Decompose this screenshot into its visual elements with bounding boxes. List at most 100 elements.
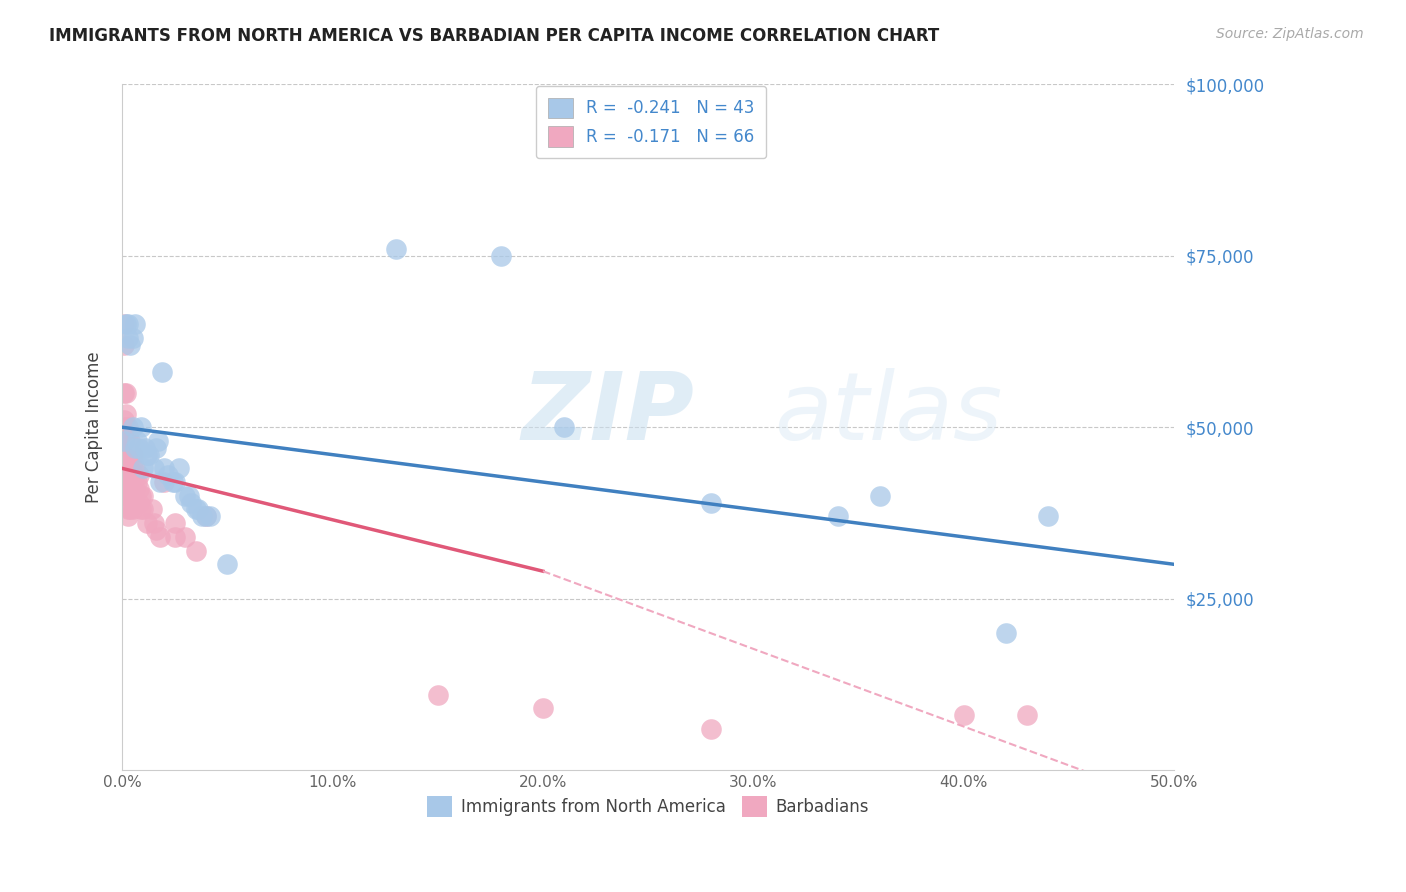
Point — [174, 489, 197, 503]
Point — [117, 489, 139, 503]
Point — [553, 420, 575, 434]
Point — [112, 386, 135, 401]
Point — [112, 338, 135, 352]
Point — [146, 434, 169, 448]
Point — [125, 434, 148, 448]
Point — [124, 318, 146, 332]
Point — [153, 461, 176, 475]
Point — [994, 626, 1017, 640]
Point — [384, 242, 406, 256]
Point — [124, 468, 146, 483]
Point — [120, 338, 142, 352]
Point — [531, 701, 554, 715]
Point — [132, 461, 155, 475]
Point — [112, 448, 135, 462]
Point — [128, 482, 150, 496]
Point — [117, 331, 139, 345]
Point — [121, 331, 143, 345]
Point — [142, 461, 165, 475]
Point — [136, 448, 159, 462]
Point — [115, 407, 138, 421]
Point — [121, 448, 143, 462]
Point — [121, 420, 143, 434]
Point — [115, 454, 138, 468]
Point — [121, 482, 143, 496]
Point — [869, 489, 891, 503]
Point — [112, 318, 135, 332]
Point — [117, 475, 139, 489]
Text: atlas: atlas — [775, 368, 1002, 459]
Point — [145, 441, 167, 455]
Y-axis label: Per Capita Income: Per Capita Income — [86, 351, 103, 503]
Point — [115, 318, 138, 332]
Point — [142, 516, 165, 531]
Point — [115, 468, 138, 483]
Point — [112, 454, 135, 468]
Point — [191, 509, 214, 524]
Point — [163, 475, 186, 489]
Text: ZIP: ZIP — [522, 368, 695, 459]
Point — [117, 427, 139, 442]
Point — [117, 461, 139, 475]
Point — [426, 688, 449, 702]
Point — [115, 420, 138, 434]
Point — [117, 420, 139, 434]
Point — [145, 523, 167, 537]
Point — [150, 365, 173, 379]
Point — [136, 516, 159, 531]
Point — [700, 722, 723, 736]
Legend: Immigrants from North America, Barbadians: Immigrants from North America, Barbadian… — [420, 789, 876, 823]
Point — [1015, 708, 1038, 723]
Point — [112, 434, 135, 448]
Point — [125, 475, 148, 489]
Point — [163, 516, 186, 531]
Point — [115, 461, 138, 475]
Text: IMMIGRANTS FROM NORTH AMERICA VS BARBADIAN PER CAPITA INCOME CORRELATION CHART: IMMIGRANTS FROM NORTH AMERICA VS BARBADI… — [49, 27, 939, 45]
Point — [115, 386, 138, 401]
Text: Source: ZipAtlas.com: Source: ZipAtlas.com — [1216, 27, 1364, 41]
Point — [167, 461, 190, 475]
Point — [117, 502, 139, 516]
Point — [489, 249, 512, 263]
Point — [124, 441, 146, 455]
Point — [163, 530, 186, 544]
Point — [157, 468, 180, 483]
Point — [120, 489, 142, 503]
Point — [124, 461, 146, 475]
Point — [128, 441, 150, 455]
Point — [112, 434, 135, 448]
Point — [120, 434, 142, 448]
Point — [121, 468, 143, 483]
Point — [115, 482, 138, 496]
Point — [112, 427, 135, 442]
Point — [195, 509, 218, 524]
Point — [115, 489, 138, 503]
Point — [217, 558, 239, 572]
Point — [141, 502, 163, 516]
Point — [121, 502, 143, 516]
Point — [120, 502, 142, 516]
Point — [149, 475, 172, 489]
Point — [174, 530, 197, 544]
Point — [187, 502, 209, 516]
Point — [117, 318, 139, 332]
Point — [184, 502, 207, 516]
Point — [117, 509, 139, 524]
Point — [120, 448, 142, 462]
Point — [120, 461, 142, 475]
Point — [184, 543, 207, 558]
Point — [124, 482, 146, 496]
Point — [827, 509, 849, 524]
Point — [1036, 509, 1059, 524]
Point — [162, 475, 184, 489]
Point — [128, 495, 150, 509]
Point — [149, 530, 172, 544]
Point — [120, 475, 142, 489]
Point — [180, 495, 202, 509]
Point — [129, 420, 152, 434]
Point — [134, 441, 156, 455]
Point — [132, 502, 155, 516]
Point — [132, 489, 155, 503]
Point — [179, 489, 201, 503]
Point — [121, 454, 143, 468]
